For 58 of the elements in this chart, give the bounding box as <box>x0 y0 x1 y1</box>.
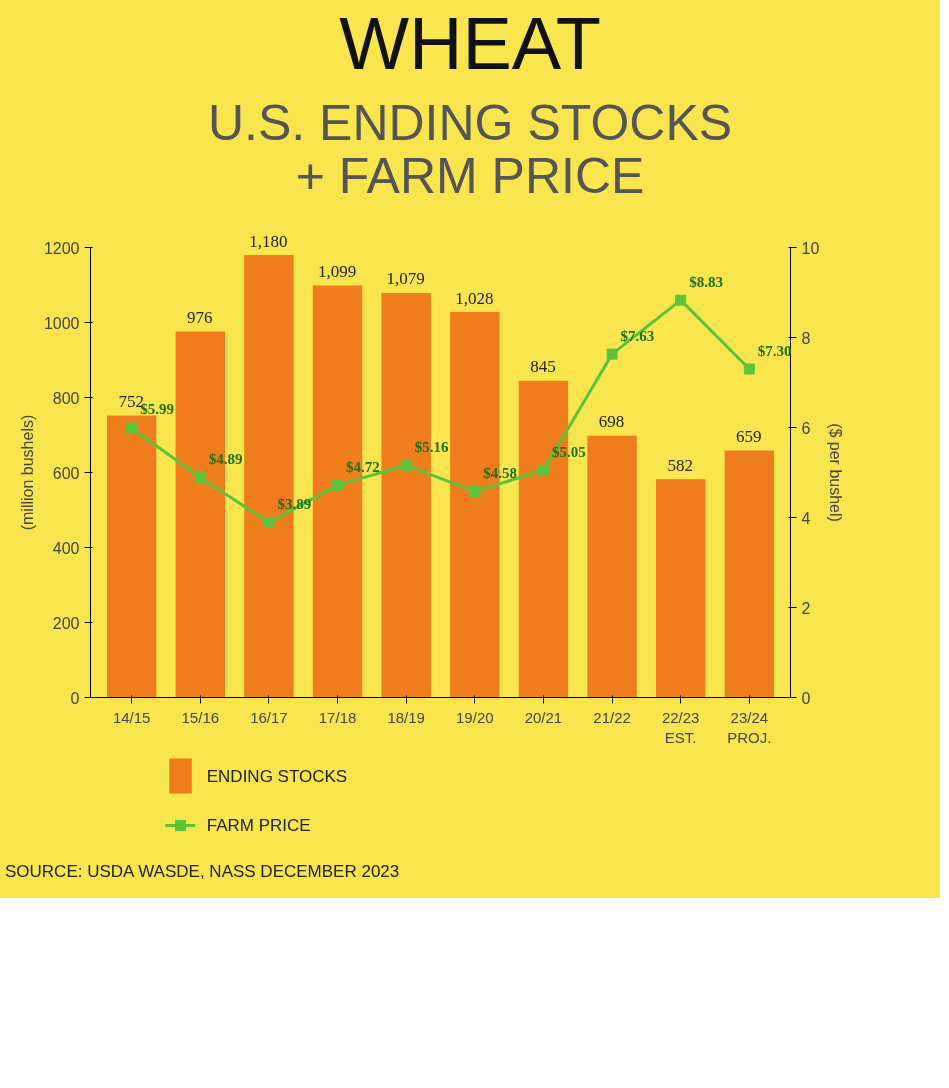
y2-axis-title: ($ per bushel) <box>827 423 845 522</box>
bar <box>655 479 706 698</box>
y-tick-label: 1000 <box>43 314 80 332</box>
data-label: 1,099 <box>317 261 357 282</box>
point <box>400 459 412 471</box>
bar <box>724 450 775 698</box>
point <box>469 485 481 497</box>
y-tick-label: 0 <box>70 689 80 707</box>
data-label: 976 <box>187 308 213 328</box>
point <box>606 348 618 360</box>
y2-tick-label: 0 <box>801 689 811 707</box>
x-tick-label: 15/16 <box>181 708 220 726</box>
y-tick-label: 600 <box>52 464 80 482</box>
point <box>263 516 275 528</box>
data-label: $4.58 <box>483 464 518 482</box>
y-tick-label: 800 <box>52 389 80 407</box>
y2-tick-label: 8 <box>801 329 811 347</box>
bar <box>106 415 157 698</box>
x-tick-label: 19/20 <box>456 708 494 726</box>
data-label: 845 <box>530 357 556 378</box>
y2-tick-label: 4 <box>801 509 811 527</box>
y2-tick-label: 6 <box>801 419 811 437</box>
chart-subtitle: U.S. ENDING STOCKS + FARM PRICE <box>206 95 734 204</box>
y-tick-label: 400 <box>52 539 80 557</box>
data-label: 698 <box>598 412 625 433</box>
x-tick-label: 16/17 <box>250 708 288 726</box>
x-tick-label: 14/15 <box>112 708 151 726</box>
point <box>126 422 138 434</box>
point <box>743 363 755 375</box>
x-tick-label: 18/19 <box>387 708 425 726</box>
y-axis-title: (million bushels) <box>18 414 36 531</box>
data-label: $8.83 <box>689 273 723 291</box>
point <box>537 464 549 476</box>
y2-tick-label: 2 <box>801 599 811 617</box>
data-label: 582 <box>667 455 693 476</box>
point <box>194 471 206 483</box>
legend-label: ENDING STOCKS <box>206 766 348 786</box>
data-label: 1,079 <box>386 269 425 290</box>
x-tick-label: 23/24 PROJ. <box>727 708 772 746</box>
legend-label: FARM PRICE <box>206 816 311 835</box>
bar <box>587 435 637 698</box>
y-tick-label: 1200 <box>43 239 80 257</box>
y2-tick-label: 10 <box>801 239 820 257</box>
data-label: $4.89 <box>208 450 243 468</box>
data-label: 659 <box>736 426 762 447</box>
y-tick-label: 200 <box>52 614 80 632</box>
data-label: 1,028 <box>455 288 494 309</box>
x-tick-label: 22/23 EST. <box>661 708 700 746</box>
data-label: 1,180 <box>249 231 288 252</box>
chart-title: WHEAT <box>5 2 935 85</box>
point <box>675 294 687 306</box>
x-tick-label: 17/18 <box>318 708 357 726</box>
data-label: $5.16 <box>414 438 449 456</box>
x-tick-label: 21/22 <box>593 708 631 726</box>
data-label: $4.72 <box>346 458 380 476</box>
x-tick-label: 20/21 <box>524 708 563 726</box>
point <box>332 479 344 491</box>
source-note: SOURCE: USDA WASDE, NASS DECEMBER 2023 <box>5 862 401 881</box>
